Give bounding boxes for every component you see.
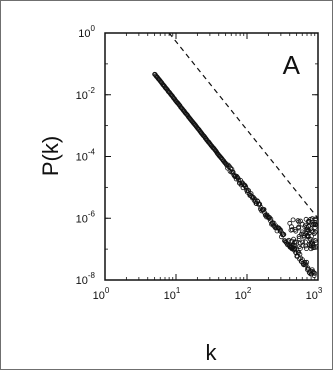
- y-tick-label: 10-6: [76, 209, 96, 225]
- data-point: [311, 270, 316, 275]
- data-point: [256, 201, 262, 207]
- data-point: [301, 234, 307, 240]
- data-point: [287, 220, 293, 226]
- y-tick-label: 10-4: [76, 148, 96, 164]
- data-point: [299, 231, 304, 237]
- data-point: [300, 239, 305, 245]
- data-point: [296, 234, 302, 239]
- data-point: [294, 239, 299, 245]
- data-point: [308, 241, 314, 247]
- data-point: [229, 166, 235, 172]
- x-tick-exponent: 2: [247, 286, 252, 295]
- dashed-power-law-line: [168, 32, 319, 219]
- x-tick-base: 10: [93, 290, 105, 302]
- data-point: [304, 233, 310, 239]
- data-point: [246, 188, 252, 193]
- y-tick-label: 100: [78, 24, 95, 40]
- data-point: [311, 273, 317, 279]
- y-tick-exponent: -6: [88, 209, 96, 218]
- data-point: [312, 244, 318, 250]
- data-point: [312, 238, 318, 243]
- y-tick-label: 10-8: [76, 271, 96, 287]
- y-tick-exponent: -2: [88, 86, 96, 95]
- data-point: [311, 231, 317, 237]
- y-tick-label: 10-2: [76, 86, 96, 102]
- data-point: [308, 246, 314, 252]
- data-points: [152, 71, 319, 279]
- data-point: [290, 245, 296, 250]
- data-point: [235, 175, 240, 180]
- data-point: [257, 201, 263, 207]
- data-point: [289, 227, 295, 233]
- x-tick-base: 10: [306, 290, 318, 302]
- data-point: [313, 240, 319, 246]
- x-tick-exponent: 1: [176, 286, 181, 295]
- data-point: [304, 246, 309, 252]
- y-tick-exponent: -4: [88, 148, 96, 157]
- data-point: [286, 237, 292, 243]
- y-tick-exponent: 0: [91, 24, 96, 33]
- fit-lines: [168, 32, 319, 219]
- x-axis-label: k: [206, 340, 218, 365]
- y-tick-base: 10: [78, 28, 90, 40]
- y-tick-base: 10: [76, 213, 88, 225]
- x-tick-exponent: 0: [105, 286, 110, 295]
- data-point: [281, 232, 287, 237]
- panel-label: A: [283, 50, 301, 80]
- data-point: [296, 224, 301, 230]
- y-tick-base: 10: [76, 152, 88, 164]
- data-point: [312, 219, 318, 225]
- data-point: [290, 217, 296, 223]
- data-point: [300, 242, 306, 248]
- y-tick-base: 10: [76, 275, 88, 287]
- data-point: [296, 236, 302, 241]
- x-tick-label: 100: [93, 286, 110, 302]
- x-tick-label: 102: [235, 286, 252, 302]
- data-point: [298, 218, 303, 224]
- y-axis-label: P(k): [38, 136, 63, 176]
- data-point: [306, 241, 312, 247]
- data-point: [261, 207, 267, 212]
- data-point: [242, 182, 248, 188]
- data-point: [277, 226, 282, 232]
- data-point: [306, 228, 312, 233]
- data-point: [278, 227, 284, 233]
- data-point: [312, 270, 318, 276]
- data-point: [248, 191, 254, 197]
- x-tick-exponent: 3: [318, 286, 323, 295]
- data-point: [307, 236, 313, 242]
- data-point: [291, 236, 296, 242]
- data-point: [307, 217, 313, 222]
- x-tick-base: 10: [164, 290, 176, 302]
- data-point: [292, 226, 298, 232]
- data-point: [299, 229, 305, 235]
- data-point: [312, 216, 318, 222]
- data-point: [303, 227, 309, 233]
- data-point: [304, 259, 310, 265]
- data-point: [295, 218, 301, 224]
- x-tick-base: 10: [235, 290, 247, 302]
- data-point: [268, 216, 274, 222]
- y-tick-exponent: -8: [88, 271, 96, 280]
- y-tick-base: 10: [76, 90, 88, 102]
- x-tick-label: 101: [164, 286, 181, 302]
- data-point: [297, 246, 303, 251]
- x-tick-label: 103: [306, 286, 323, 302]
